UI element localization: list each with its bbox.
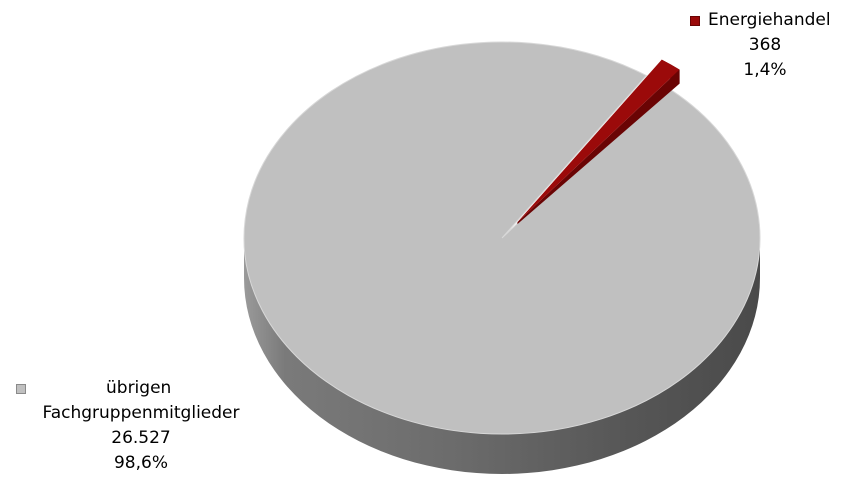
slice-name-uebrige-line2: Fachgruppenmitglieder bbox=[42, 403, 240, 423]
legend-key-uebrige bbox=[16, 383, 26, 394]
slice-percent-uebrige: 98,6% bbox=[113, 453, 168, 473]
pie-slice-side-uebrige bbox=[244, 238, 760, 474]
slice-label-uebrige: übrigen Fachgruppenmitglieder 26.527 98,… bbox=[6, 376, 276, 476]
slice-label-energiehandel: Energiehandel 368 1,4% bbox=[690, 8, 840, 83]
legend-key-energiehandel bbox=[690, 15, 700, 26]
slice-name-uebrige-line1: übrigen bbox=[106, 378, 172, 398]
pie-slice-edge-energiehandel bbox=[517, 69, 680, 225]
slice-value-uebrige: 26.527 bbox=[111, 428, 171, 448]
slice-percent-energiehandel: 1,4% bbox=[743, 60, 787, 80]
slice-name-energiehandel: Energiehandel bbox=[708, 10, 831, 30]
pie-slice-energiehandel bbox=[517, 59, 680, 223]
pie-slice-uebrige bbox=[243, 41, 761, 435]
slice-value-energiehandel: 368 bbox=[748, 35, 782, 55]
